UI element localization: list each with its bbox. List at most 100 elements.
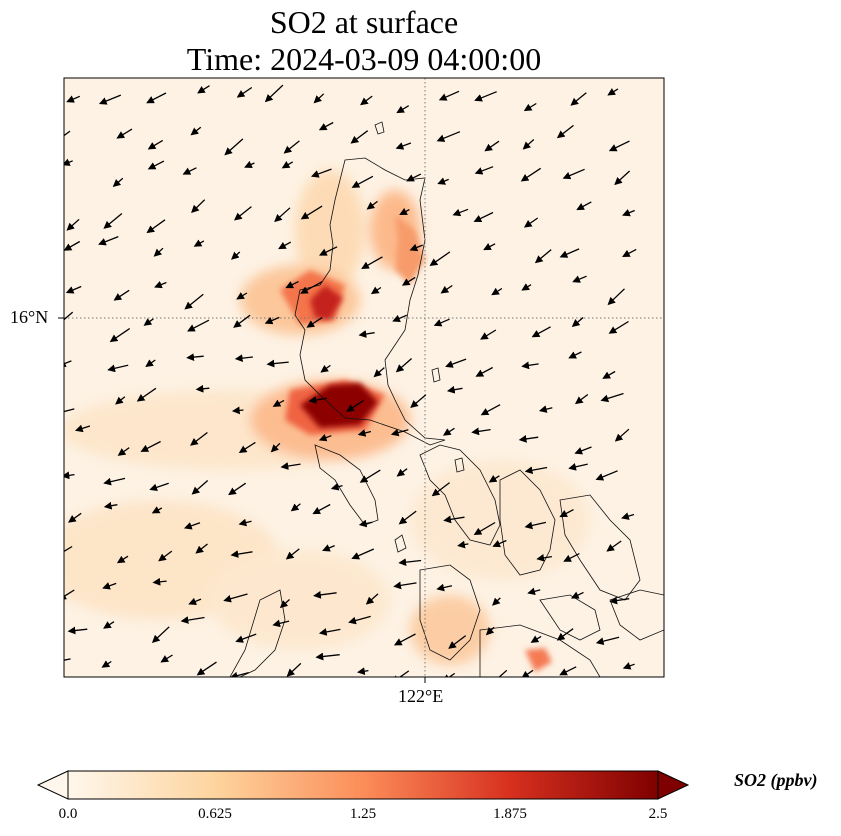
- wind-arrow: [491, 287, 503, 296]
- wind-arrow: [285, 548, 300, 560]
- wind-arrow: [399, 207, 410, 216]
- wind-arrow: [290, 503, 301, 512]
- wind-arrow: [524, 466, 548, 475]
- wind-arrow: [234, 354, 253, 363]
- wind-arrow: [103, 501, 118, 510]
- plot-title-line2: Time: 2024-03-09 04:00:00: [186, 41, 542, 77]
- wind-arrow: [272, 619, 290, 628]
- wind-arrow: [193, 239, 205, 247]
- wind-arrow: [64, 658, 71, 661]
- wind-arrow: [278, 241, 292, 250]
- wind-arrow: [480, 329, 497, 340]
- wind-arrow: [115, 396, 126, 405]
- wind-arrow: [116, 128, 133, 139]
- wind-arrow: [395, 358, 413, 373]
- wind-arrow: [286, 662, 302, 677]
- wind-arrow: [395, 142, 412, 150]
- map-area: [64, 78, 664, 677]
- wind-arrow: [609, 596, 630, 605]
- wind-arrow: [151, 506, 163, 514]
- wind-arrow: [559, 248, 580, 258]
- wind-arrow: [143, 318, 154, 326]
- wind-arrow: [74, 424, 91, 433]
- colorbar-tick-label: 1.25: [349, 806, 377, 822]
- wind-arrow: [281, 161, 294, 169]
- wind-arrow: [64, 311, 74, 321]
- wind-arrow: [272, 399, 285, 407]
- colorbar-tick-label: 2.5: [648, 806, 668, 822]
- wind-arrow: [436, 583, 453, 592]
- wind-arrow: [568, 351, 582, 359]
- wind-arrow: [191, 199, 206, 214]
- wind-arrow: [152, 577, 167, 586]
- wind-arrow: [264, 84, 284, 103]
- wind-arrow: [488, 475, 500, 483]
- latitude-label: 16°N: [10, 307, 49, 327]
- wind-arrow: [103, 212, 123, 229]
- wind-arrow: [236, 292, 248, 300]
- wind-arrow: [442, 427, 455, 436]
- wind-arrow: [140, 440, 161, 452]
- wind-arrow: [570, 591, 584, 599]
- wind-arrow: [562, 168, 585, 180]
- wind-arrow: [392, 314, 408, 322]
- wind-arrow: [445, 358, 467, 368]
- wind-arrow: [568, 463, 588, 471]
- wind-arrow: [322, 544, 335, 552]
- wind-arrow: [64, 240, 81, 251]
- wind-arrow: [483, 243, 496, 251]
- wind-arrow: [538, 405, 553, 413]
- wind-arrow: [527, 587, 541, 596]
- wind-arrow: [186, 353, 204, 361]
- wind-arrow: [370, 286, 382, 295]
- wind-arrow: [196, 661, 217, 676]
- wind-arrow: [313, 93, 325, 104]
- wind-arrow: [406, 173, 422, 182]
- wind-arrow: [98, 94, 122, 105]
- wind-arrow: [574, 446, 592, 455]
- wind-arrow: [556, 124, 574, 139]
- wind-arrow: [518, 435, 539, 443]
- wind-arrow: [64, 471, 75, 480]
- wind-arrow: [563, 553, 580, 562]
- wind-arrow: [64, 589, 75, 600]
- colorbar-extend-max: [657, 770, 690, 800]
- wind-arrow: [224, 138, 244, 156]
- wind-arrow: [67, 626, 88, 635]
- wind-arrow: [346, 399, 364, 412]
- colorbar-label: SO2 (ppbv): [734, 770, 818, 790]
- colorbar-gradient: [68, 771, 658, 799]
- wind-arrow: [64, 130, 71, 137]
- wind-arrow: [112, 177, 124, 188]
- wind-arrow: [572, 275, 587, 283]
- wind-vectors: [64, 84, 637, 677]
- wind-arrow: [438, 90, 460, 101]
- wind-arrow: [357, 429, 372, 437]
- wind-arrow: [614, 428, 630, 442]
- colorbar-frame: [67, 770, 659, 800]
- wind-arrow: [151, 626, 170, 643]
- wind-arrow: [308, 396, 327, 404]
- wind-arrow: [350, 130, 369, 144]
- wind-arrow: [187, 319, 210, 332]
- longitude-label: 122°E: [398, 686, 444, 706]
- wind-arrow: [492, 597, 501, 606]
- wind-arrow: [318, 433, 332, 442]
- wind-arrow: [310, 168, 332, 178]
- wind-arrow: [485, 626, 495, 636]
- wind-arrow: [184, 293, 204, 310]
- wind-arrow: [358, 519, 373, 528]
- wind-arrow: [559, 509, 574, 518]
- wind-arrow: [103, 621, 115, 629]
- wind-arrow: [443, 515, 465, 524]
- wind-arrow: [306, 317, 323, 328]
- wind-arrow: [65, 285, 82, 294]
- wind-arrow: [606, 540, 622, 552]
- wind-arrow: [180, 616, 205, 624]
- wind-arrow: [576, 201, 592, 211]
- wind-arrow: [410, 394, 427, 409]
- wind-arrow: [98, 235, 119, 246]
- wind-arrow: [147, 160, 165, 170]
- wind-arrow: [136, 387, 157, 402]
